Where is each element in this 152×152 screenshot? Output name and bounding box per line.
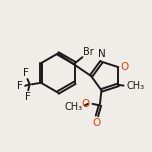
Text: F: F xyxy=(25,92,31,102)
Text: Br: Br xyxy=(83,47,94,57)
Text: CH₃: CH₃ xyxy=(64,102,83,112)
Text: F: F xyxy=(17,81,23,91)
Text: O: O xyxy=(81,99,89,109)
Text: F: F xyxy=(23,67,29,78)
Text: O: O xyxy=(92,118,100,128)
Text: O: O xyxy=(120,62,128,72)
Text: CH₃: CH₃ xyxy=(127,81,145,91)
Text: N: N xyxy=(98,49,105,59)
